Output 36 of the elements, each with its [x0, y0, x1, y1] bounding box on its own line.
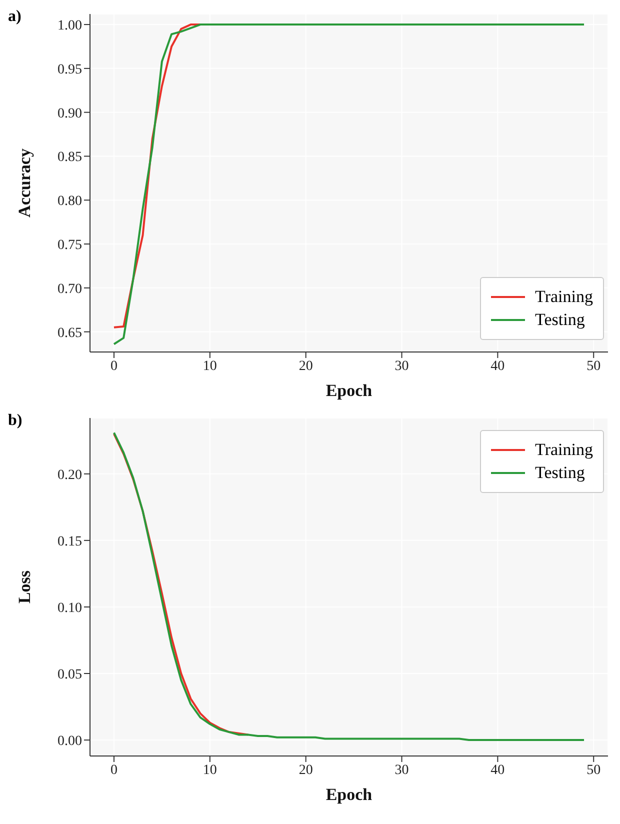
y-tick-label: 0.85 [58, 150, 82, 166]
y-axis-title: Loss [15, 570, 34, 604]
x-tick-label: 50 [586, 358, 601, 374]
y-tick-label: 0.10 [58, 600, 82, 616]
x-tick-label: 10 [202, 762, 217, 778]
text: b) [8, 412, 22, 430]
y-tick-label: 0.95 [58, 62, 82, 78]
legend-label: Testing [535, 463, 585, 483]
x-tick-label: 50 [586, 762, 601, 778]
legend-label: Testing [535, 310, 585, 330]
x-tick-label: 0 [110, 358, 118, 374]
line-series [112, 24, 202, 328]
x-axis-title: Epoch [326, 381, 373, 400]
x-tick-label: 40 [490, 358, 505, 374]
y-tick-label: 0.20 [58, 468, 82, 483]
x-tick-label: 10 [202, 358, 217, 374]
x-tick-label: 0 [110, 762, 118, 778]
y-tick-label: 1.00 [58, 18, 82, 34]
x-tick-label: 40 [490, 762, 505, 778]
y-tick-label: 0.65 [58, 326, 82, 341]
y-tick-label: 0.05 [58, 667, 82, 682]
y-tick-label: 0.00 [58, 734, 82, 749]
y-tick-label: 0.15 [58, 534, 82, 550]
y-tick-label: 0.80 [58, 194, 82, 210]
y-tick-label: 0.70 [58, 282, 82, 297]
x-tick-label: 20 [298, 762, 313, 778]
text: a) [8, 8, 22, 26]
x-tick-label: 30 [394, 358, 409, 374]
x-axis-title: Epoch [326, 785, 373, 804]
x-tick-label: 20 [298, 358, 313, 374]
x-tick-label: 30 [394, 762, 409, 778]
y-tick-label: 0.90 [58, 106, 82, 122]
legend-label: Training [535, 440, 593, 460]
y-axis-title: Accuracy [15, 148, 34, 218]
legend-label: Training [535, 287, 593, 307]
y-tick-label: 0.75 [58, 238, 82, 253]
